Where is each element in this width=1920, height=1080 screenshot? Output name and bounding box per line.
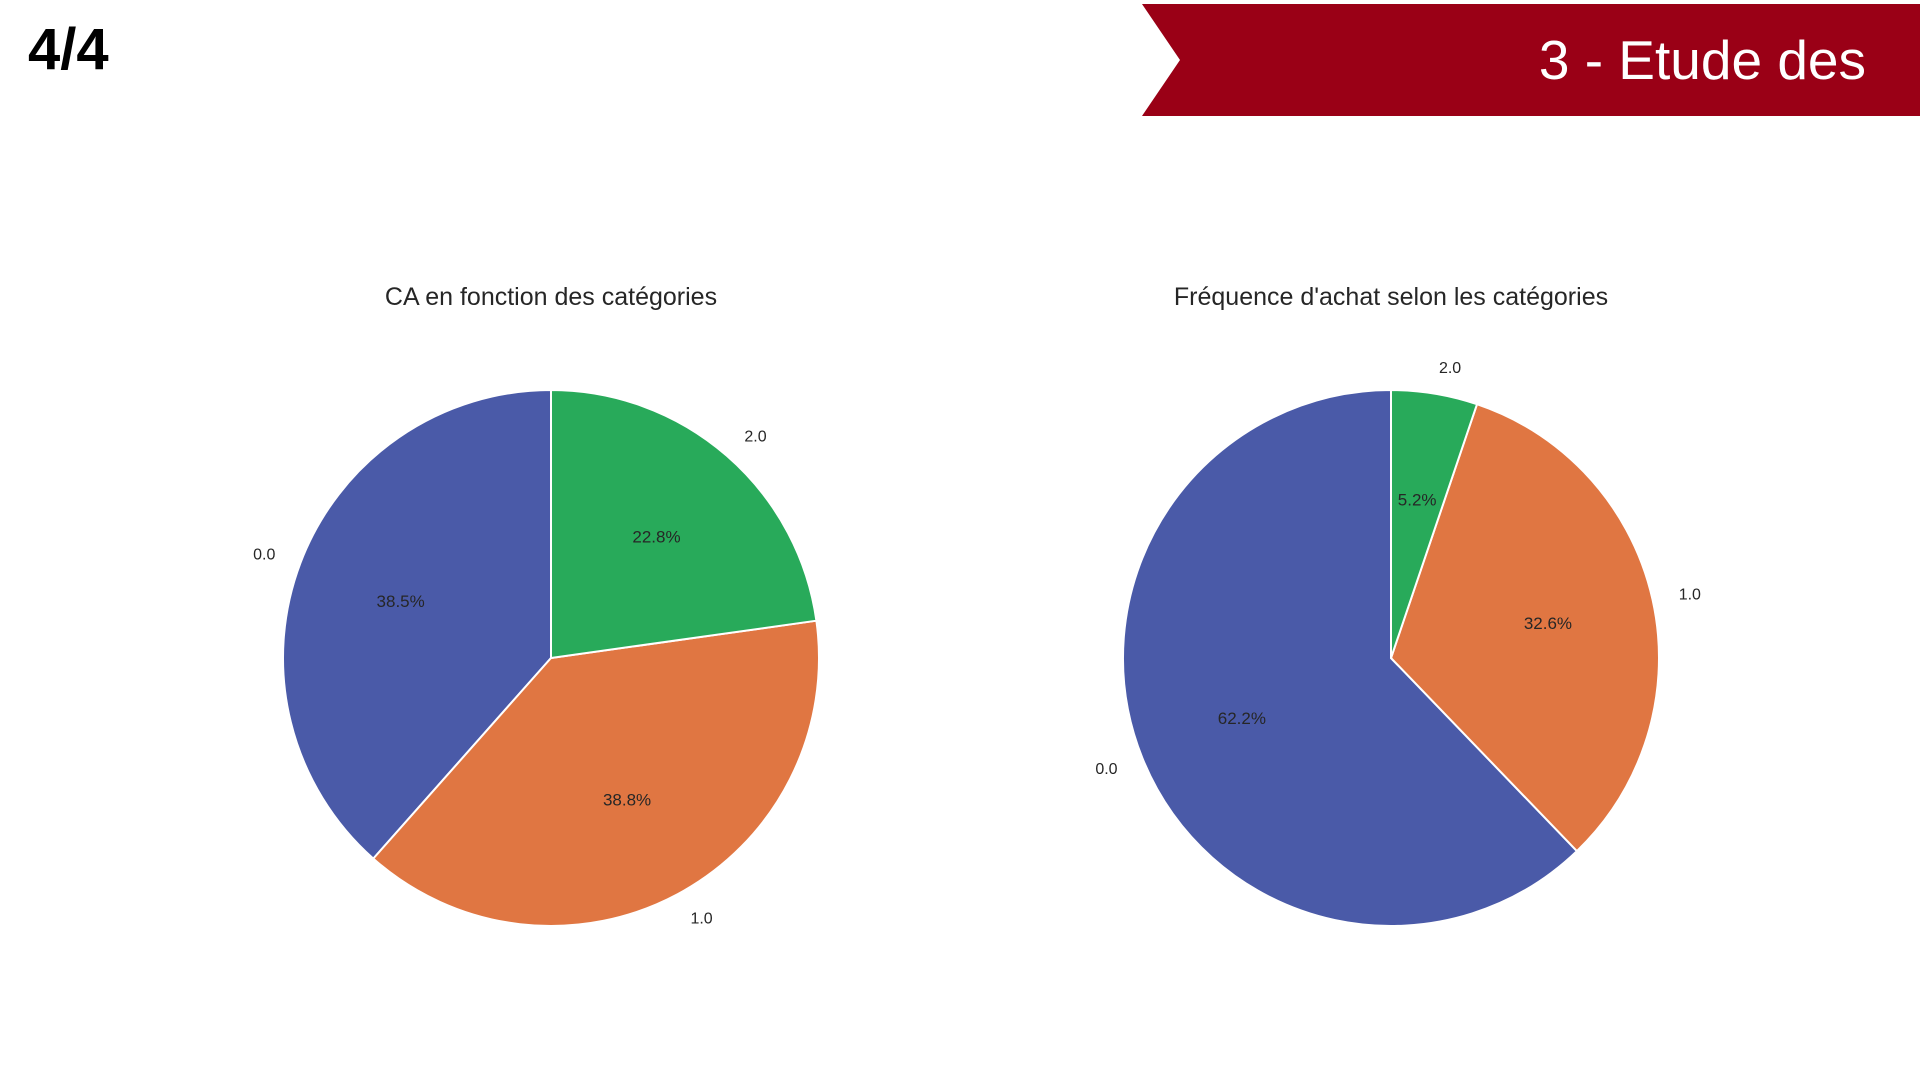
- pie-slice-2-0: [1390, 389, 1479, 659]
- slice-percent-label: 22.8%: [632, 528, 680, 547]
- section-banner: 3 - Etude des transactions: [1142, 4, 1920, 203]
- page-counter: 4/4: [28, 17, 109, 82]
- pie-chart-frequence: Fréquence d'achat selon les catégories 62…: [1095, 283, 1701, 927]
- pie-slice-0-0: [282, 389, 552, 860]
- slice-category-label: 2.0: [1439, 360, 1461, 377]
- chart-title: CA en fonction des catégories: [385, 283, 717, 311]
- slice-category-label: 0.0: [253, 546, 275, 563]
- pie-chart-ca: CA en fonction des catégories 38.5% 0.0 38.…: [253, 283, 820, 928]
- slice-category-label: 2.0: [744, 429, 766, 446]
- section-title: 3 - Etude des transactions: [1538, 29, 1866, 203]
- banner-background: [1142, 4, 1920, 116]
- slice-category-label: 1.0: [690, 911, 712, 928]
- pie-slice-1-0: [372, 619, 820, 927]
- slice-percent-label: 38.5%: [377, 592, 425, 611]
- slice-percent-label: 38.8%: [603, 791, 651, 810]
- slice-percent-label: 62.2%: [1218, 709, 1266, 728]
- pie-slice-0-0: [1122, 389, 1578, 927]
- chart-title: Fréquence d'achat selon les catégories: [1174, 283, 1608, 311]
- pie-slice-2-0: [550, 389, 818, 659]
- slice-category-label: 0.0: [1095, 761, 1117, 778]
- slice-category-label: 1.0: [1679, 587, 1701, 604]
- slice-percent-label: 5.2%: [1398, 490, 1437, 509]
- slice-percent-label: 32.6%: [1524, 614, 1572, 633]
- pie-slice-1-0: [1390, 403, 1660, 853]
